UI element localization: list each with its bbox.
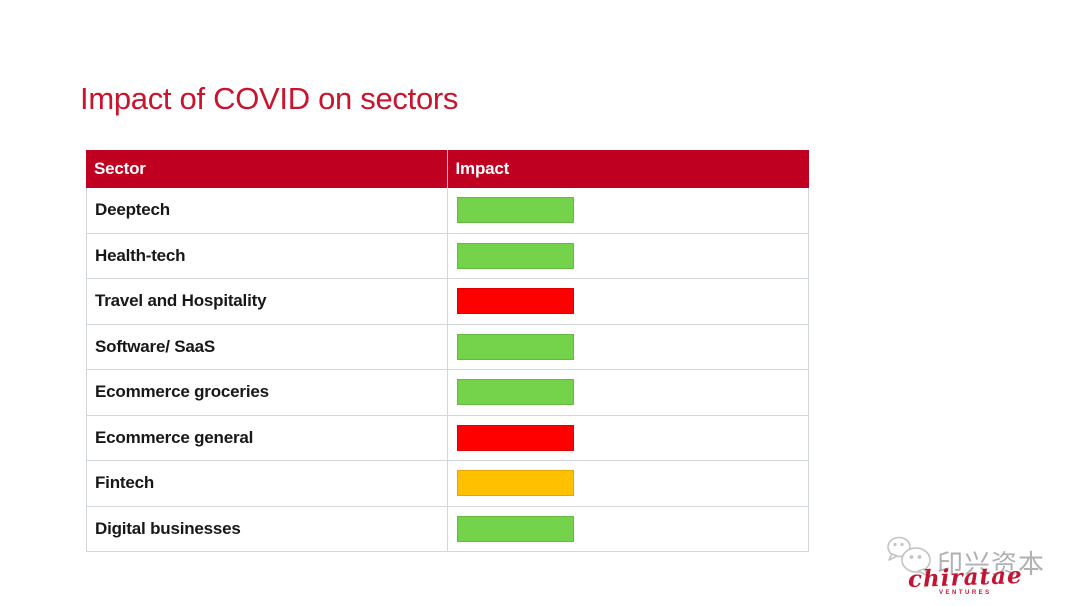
impact-bar: [456, 197, 574, 224]
table-row: Software/ SaaS: [87, 324, 809, 370]
impact-cell: [448, 234, 809, 279]
impact-bar: [456, 288, 574, 315]
impact-bar: [456, 379, 574, 406]
sector-label: Travel and Hospitality: [95, 291, 267, 311]
impact-cell: [448, 188, 809, 233]
sector-label: Software/ SaaS: [95, 336, 216, 356]
column-header-sector: Sector: [86, 150, 448, 188]
impact-cell: [448, 325, 809, 370]
sector-cell: Digital businesses: [87, 506, 448, 551]
table-body: Deeptech Health-tech Travel and Hospital…: [86, 188, 809, 552]
sector-label: Health-tech: [95, 245, 186, 265]
impact-cell: [448, 370, 809, 415]
table-row: Fintech: [87, 461, 808, 507]
table-row: Health-tech: [87, 233, 809, 279]
sector-cell: Software/ SaaS: [87, 324, 448, 369]
table-row: Digital businesses: [87, 506, 809, 552]
impact-bar: [456, 515, 574, 542]
sector-cell: Fintech: [87, 461, 448, 506]
impact-bar: [456, 424, 574, 451]
impact-bar: [456, 242, 574, 269]
sector-cell: Ecommerce general: [87, 415, 448, 460]
sector-label: Ecommerce general: [95, 427, 254, 447]
logo-chinese-text: 印兴资本: [937, 549, 1046, 579]
column-header-impact: Impact: [455, 159, 510, 178]
table-row: Ecommerce general: [87, 415, 809, 461]
sector-label: Digital businesses: [95, 518, 241, 538]
table-row: Ecommerce groceries: [87, 370, 808, 416]
sector-label: Ecommerce groceries: [95, 382, 269, 402]
sector-cell: Deeptech: [87, 188, 448, 233]
chiratae-ventures-logo: 印兴资本 chiratae VENTURES: [880, 532, 1060, 602]
impact-cell: [448, 507, 809, 552]
sector-cell: Ecommerce groceries: [87, 370, 448, 415]
impact-bar: [456, 333, 574, 360]
table-row: Deeptech: [87, 188, 808, 234]
impact-table: Sector Impact Deeptech Health-tech Trave…: [86, 150, 809, 552]
impact-cell: [448, 279, 809, 324]
sector-cell: Health-tech: [87, 233, 448, 278]
table-row: Travel and Hospitality: [87, 279, 808, 325]
chat-bubbles-icon: [887, 536, 931, 577]
sector-cell: Travel and Hospitality: [87, 279, 448, 324]
impact-cell: [448, 461, 809, 506]
sector-label: Fintech: [95, 473, 155, 493]
logo-brand-text: chiratae: [907, 562, 1024, 593]
page-title: Impact of COVID on sectors: [80, 80, 459, 116]
logo-ventures-text: VENTURES: [939, 590, 992, 596]
sector-label: Deeptech: [95, 200, 170, 220]
impact-cell: [448, 416, 809, 461]
impact-bar: [456, 470, 574, 497]
table-header: Sector Impact: [86, 150, 809, 188]
